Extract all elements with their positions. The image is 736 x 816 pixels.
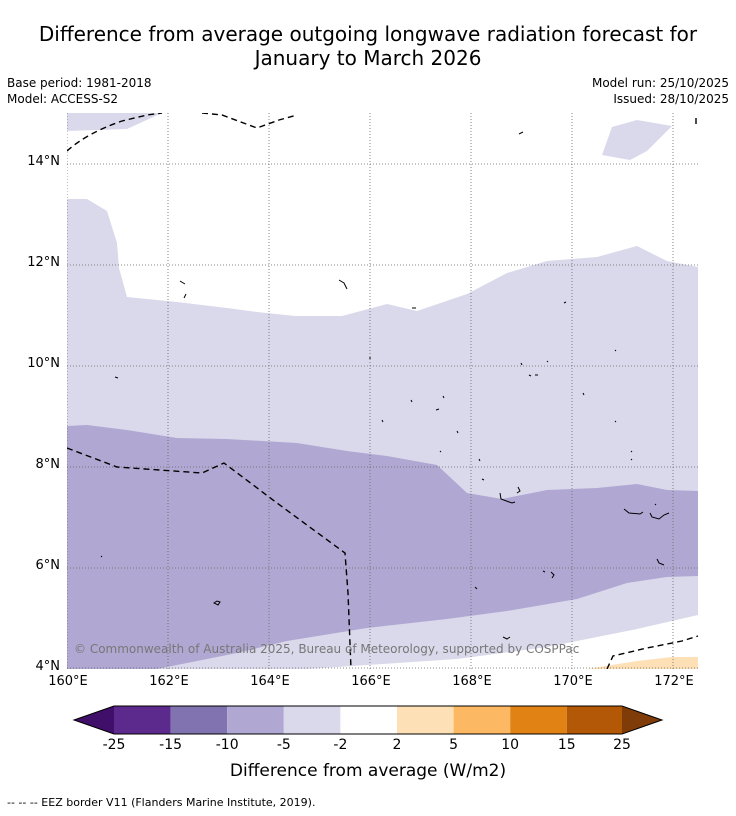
colorbar-outline xyxy=(72,705,664,735)
meta-left: Base period: 1981-2018 Model: ACCESS-S2 xyxy=(7,75,152,107)
attribution-text: © Commonwealth of Australia 2025, Bureau… xyxy=(74,642,579,656)
y-tick-10n: 10°N xyxy=(27,356,60,371)
eez-border-top-mid xyxy=(201,113,298,129)
colorbar-label: 25 xyxy=(613,737,631,753)
y-tick-6n: 6°N xyxy=(35,558,61,573)
base-period: Base period: 1981-2018 xyxy=(7,76,152,90)
x-tick-162e: 162°E xyxy=(149,674,189,689)
y-tick-4n: 4°N xyxy=(35,659,61,674)
colorbar-segment xyxy=(566,706,622,734)
island xyxy=(114,376,119,379)
x-tick-168e: 168°E xyxy=(452,674,492,689)
islands xyxy=(100,131,670,640)
colorbar-label: -15 xyxy=(159,737,183,753)
colorbar-label: -25 xyxy=(102,737,126,753)
colorbar-label: 10 xyxy=(501,737,520,753)
map-plot: © Commonwealth of Australia 2025, Bureau… xyxy=(67,113,698,669)
map-title: Difference from average outgoing longwav… xyxy=(0,22,736,70)
region-light-top-left xyxy=(67,113,162,131)
x-tick-172e: 172°E xyxy=(654,674,694,689)
colorbar-segment xyxy=(283,706,341,734)
meta-right: Model run: 25/10/2025 Issued: 28/10/2025 xyxy=(592,75,729,107)
island xyxy=(410,395,459,434)
colorbar-segment xyxy=(114,706,171,734)
island xyxy=(623,503,670,520)
title-line-2: January to March 2026 xyxy=(254,46,482,70)
island xyxy=(563,301,617,423)
x-tick-160e: 160°E xyxy=(48,674,88,689)
colorbar-title: Difference from average (W/m2) xyxy=(229,761,507,781)
colorbar-segment xyxy=(74,706,114,734)
region-orange xyxy=(587,657,698,669)
island xyxy=(502,636,511,640)
colorbar-labels: -25 -15 -10 -5 -2 2 5 10 15 25 xyxy=(72,737,664,757)
island xyxy=(520,360,549,377)
island xyxy=(474,586,478,590)
island xyxy=(630,450,633,461)
island xyxy=(381,419,384,423)
island xyxy=(518,131,524,135)
island xyxy=(542,570,555,579)
y-tick-12n: 12°N xyxy=(27,255,60,270)
model-name: Model: ACCESS-S2 xyxy=(7,92,119,106)
island xyxy=(439,450,485,481)
island xyxy=(499,486,521,504)
colorbar-label: -10 xyxy=(215,737,239,753)
model-run: Model run: 25/10/2025 xyxy=(591,76,729,90)
x-tick-166e: 166°E xyxy=(351,674,391,689)
colorbar-segment xyxy=(227,706,284,734)
eez-legend-footer: -- -- -- EEZ border V11 (Flanders Marine… xyxy=(7,796,316,809)
island xyxy=(213,600,221,606)
colorbar-label: 2 xyxy=(392,737,402,753)
colorbar xyxy=(72,705,664,735)
region-medium xyxy=(67,425,698,669)
colorbar-segment xyxy=(397,706,454,734)
island xyxy=(338,279,348,290)
eez-borders xyxy=(67,113,698,669)
region-light-top-right xyxy=(602,120,672,160)
colorbar-label: -5 xyxy=(276,737,291,753)
colorbar-label: 15 xyxy=(557,737,576,753)
colorbar-label: -2 xyxy=(333,737,348,753)
island xyxy=(179,280,187,299)
island xyxy=(656,558,665,566)
island xyxy=(100,555,103,558)
colorbar-segment xyxy=(510,706,567,734)
colorbar-segment xyxy=(622,706,662,734)
colorbar-segment xyxy=(340,706,397,734)
gridlines xyxy=(67,113,698,669)
issued-date: Issued: 28/10/2025 xyxy=(613,92,729,106)
colorbar-label: 5 xyxy=(449,737,459,753)
x-tick-170e: 170°E xyxy=(553,674,593,689)
y-tick-14n: 14°N xyxy=(27,154,60,169)
x-tick-164e: 164°E xyxy=(250,674,290,689)
y-tick-8n: 8°N xyxy=(35,457,61,472)
eez-border-bottom-right xyxy=(606,635,698,669)
eez-border-top xyxy=(67,113,163,152)
title-line-1: Difference from average outgoing longwav… xyxy=(38,22,698,46)
colorbar-segment xyxy=(453,706,511,734)
colorbar-segment xyxy=(170,706,228,734)
